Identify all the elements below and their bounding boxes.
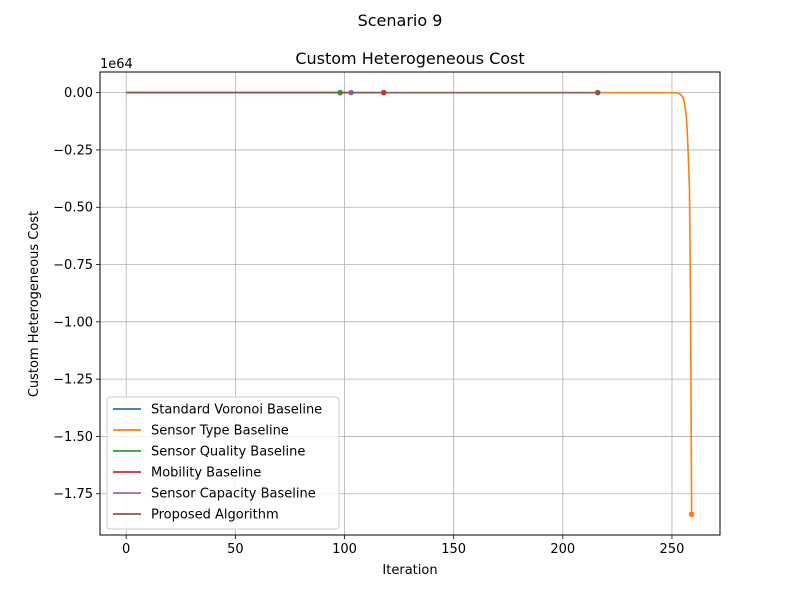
series-lines: [126, 89, 695, 518]
x-tick-label: 0: [122, 542, 130, 557]
series-end-point-5: [594, 89, 601, 96]
legend: Standard Voronoi Baseline Sensor Type Bas…: [106, 396, 340, 530]
y-tick-label: −1.00: [53, 315, 93, 330]
x-tick-label: 200: [550, 542, 575, 557]
legend-label: Proposed Algorithm: [151, 508, 279, 523]
series-line-1: [126, 91, 693, 515]
legend-label: Standard Voronoi Baseline: [151, 403, 322, 418]
chart-title: Custom Heterogeneous Cost: [295, 49, 524, 68]
y-tick-label: −0.25: [53, 143, 93, 158]
y-tick-label: −1.25: [53, 373, 93, 388]
legend-label: Mobility Baseline: [151, 466, 261, 481]
series-end-point-1: [688, 511, 695, 518]
figure-title: Scenario 9: [358, 11, 443, 30]
legend-label: Sensor Type Baseline: [151, 424, 289, 439]
y-tick-label: 0.00: [64, 86, 93, 101]
y-offset-label: 1e64: [100, 57, 133, 72]
y-tick-label: −0.75: [53, 258, 93, 273]
y-tick-label: −1.75: [53, 487, 93, 502]
y-tick-label: −1.50: [53, 430, 93, 445]
grid-lines: [100, 72, 720, 535]
x-tick-label: 50: [227, 542, 244, 557]
x-tick-label: 250: [660, 542, 685, 557]
axis-ticks: 0 50 100 150 200 250 0.00 −0.25 −0.50 −0.75 −1.00 −…: [53, 86, 684, 557]
legend-label: Sensor Quality Baseline: [151, 445, 305, 460]
y-tick-label: −0.50: [53, 201, 93, 216]
legend-box: [106, 396, 340, 530]
x-tick-label: 100: [332, 542, 357, 557]
x-axis-label: Iteration: [382, 563, 437, 578]
y-axis-label: Custom Heterogeneous Cost: [27, 211, 42, 397]
legend-label: Sensor Capacity Baseline: [151, 487, 316, 502]
x-tick-label: 150: [441, 542, 466, 557]
plot-frame: [99, 71, 721, 536]
